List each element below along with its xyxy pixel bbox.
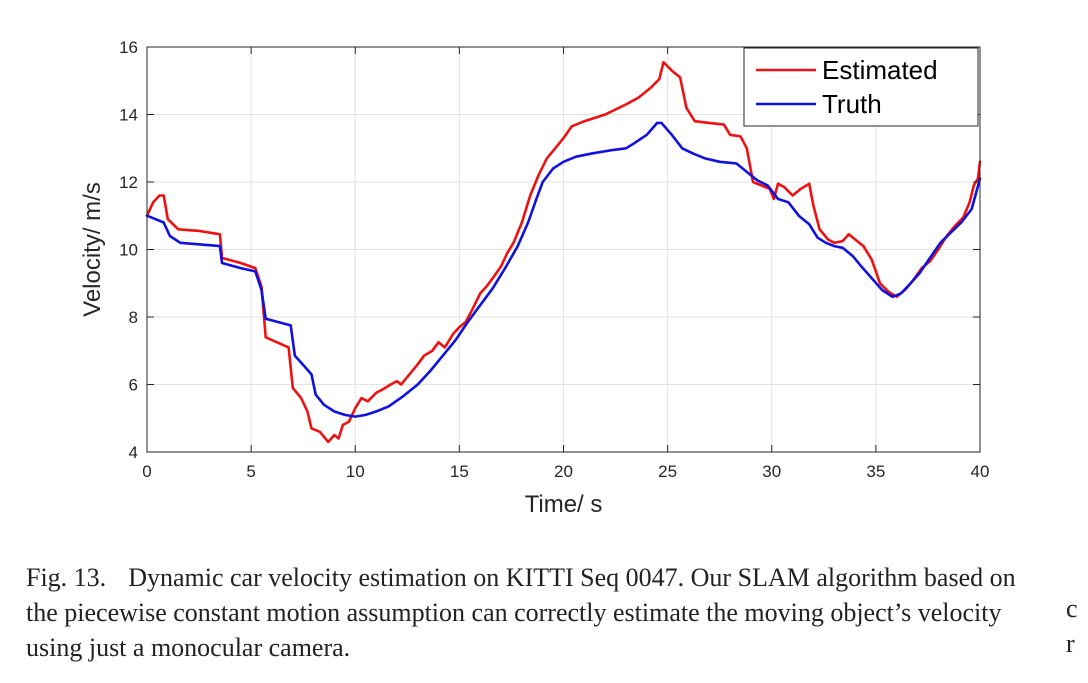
x-tick-label: 5 (246, 462, 255, 481)
cropped-text-fragment: c (1066, 594, 1078, 623)
x-tick-label: 30 (762, 462, 781, 481)
x-tick-label: 35 (866, 462, 885, 481)
y-axis-title: Velocity/ m/s (79, 182, 106, 317)
y-tick-label: 8 (129, 308, 138, 327)
y-tick-label: 14 (119, 106, 138, 125)
caption-text: Dynamic car velocity estimation on KITTI… (26, 563, 1016, 662)
legend-box (743, 47, 979, 127)
y-tick-label: 6 (129, 376, 138, 395)
x-tick-label: 25 (658, 462, 677, 481)
axis-ticks: 0 5 10 15 20 25 30 35 40 4 6 8 10 12 14 16 (119, 38, 989, 481)
x-tick-label: 10 (346, 462, 365, 481)
x-tick-label: 40 (971, 462, 990, 481)
y-tick-label: 12 (119, 173, 138, 192)
cropped-text-fragment: r (1066, 629, 1075, 658)
series-line-estimated (145, 60, 982, 444)
x-tick-label: 20 (554, 462, 573, 481)
figure-caption: Fig. 13. Dynamic car velocity estimation … (26, 560, 1036, 665)
figure-number: Fig. 13. (26, 563, 107, 592)
series-line-truth (145, 121, 982, 418)
x-tick-label: 15 (450, 462, 469, 481)
x-tick-label: 0 (142, 462, 151, 481)
series-layer (145, 60, 982, 444)
y-tick-label: 16 (119, 38, 138, 57)
legend-label-truth: Truth (822, 89, 882, 119)
x-axis-title: Time/ s (525, 491, 603, 518)
y-tick-label: 10 (119, 241, 138, 260)
legend-label-estimated: Estimated (822, 55, 938, 85)
y-tick-label: 4 (129, 443, 138, 462)
legend: Estimated Truth (743, 47, 979, 127)
